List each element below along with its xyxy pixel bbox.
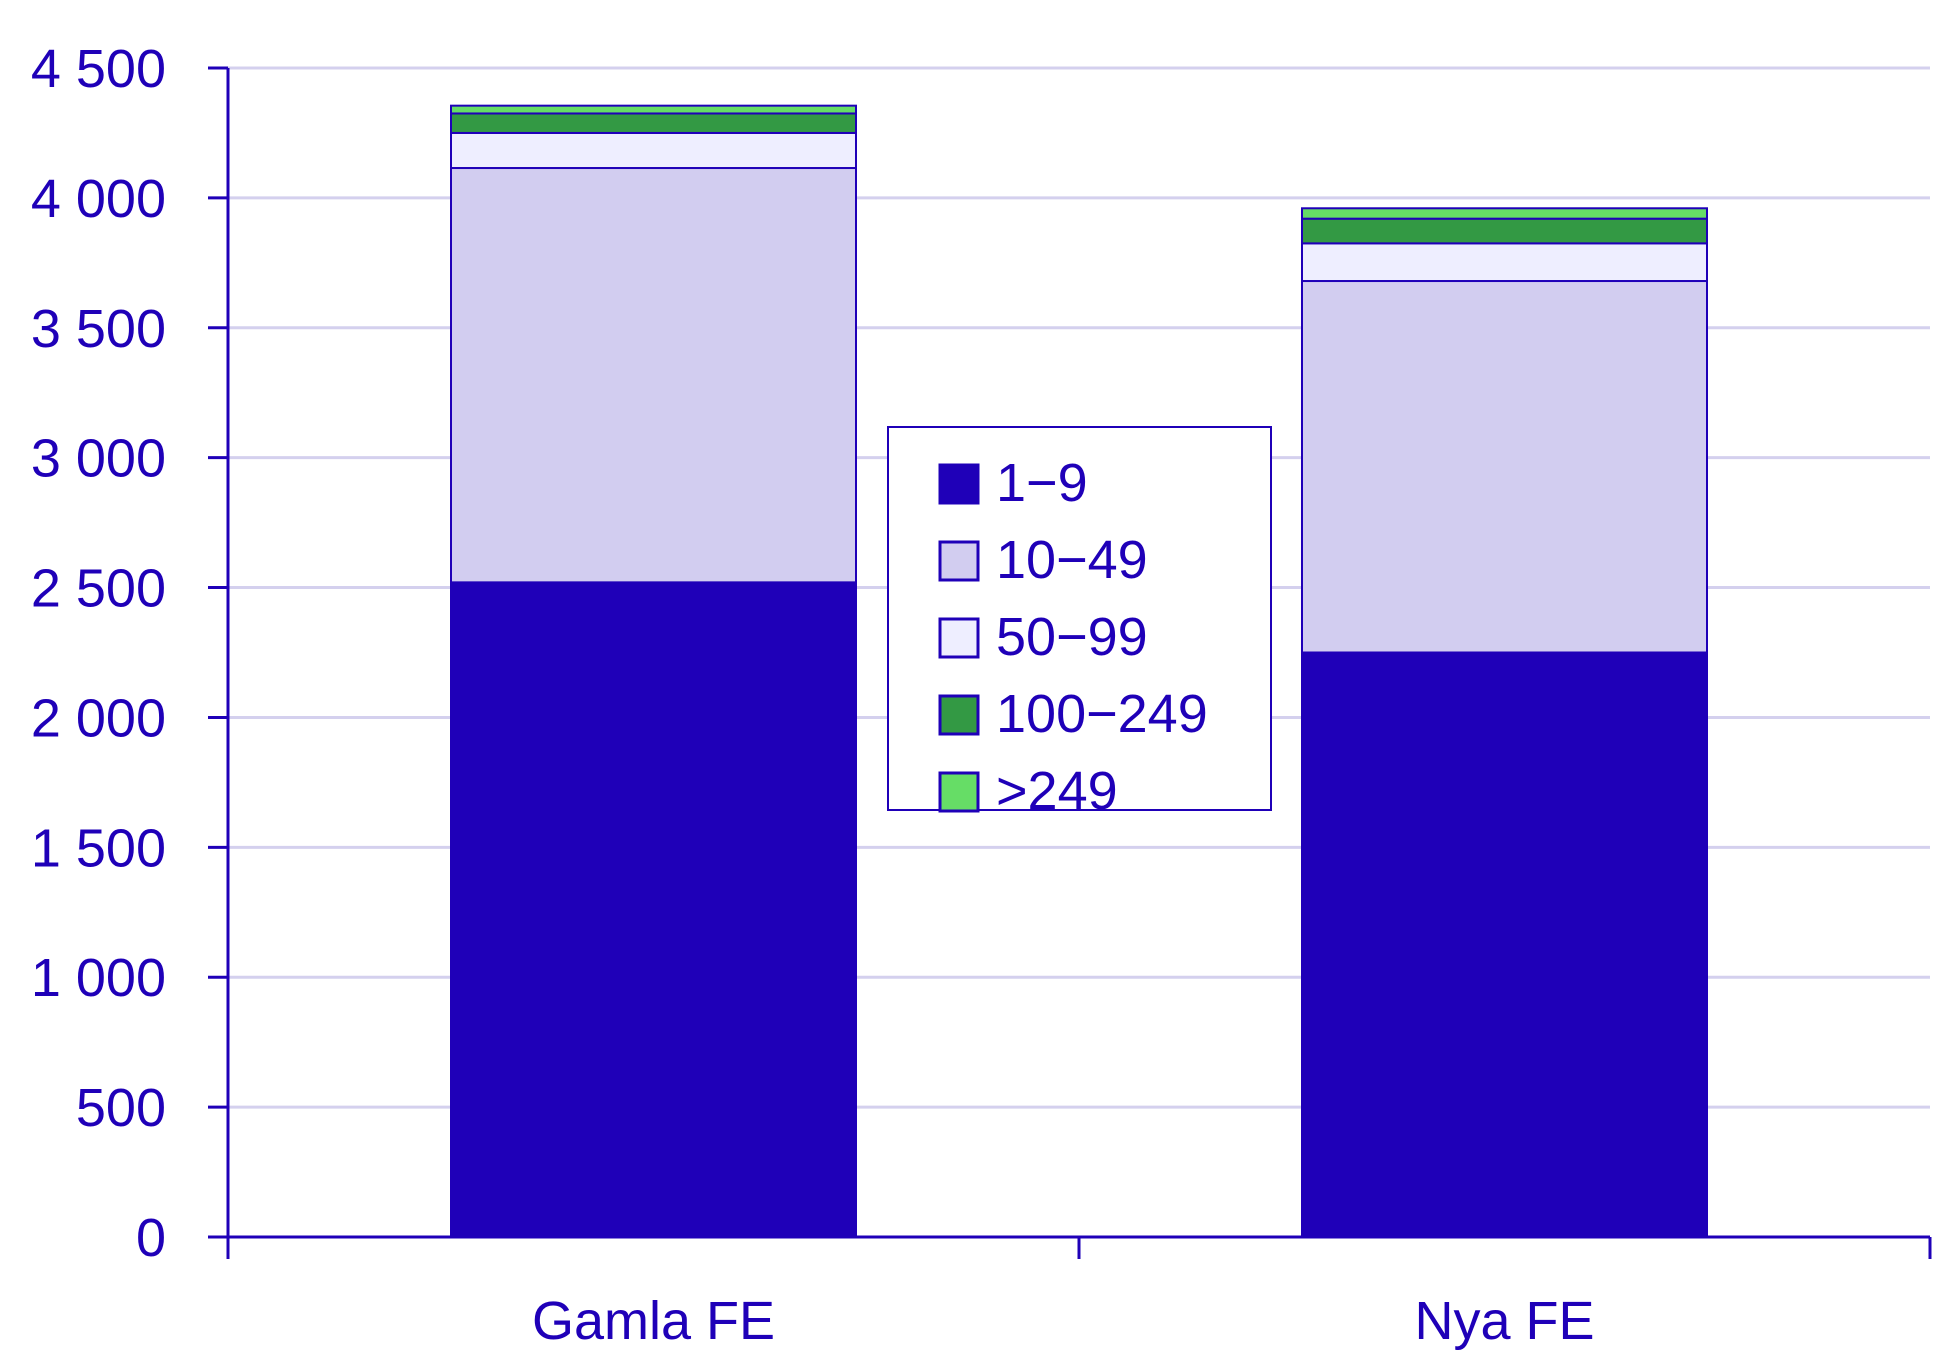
bar-segment xyxy=(1301,242,1708,283)
bar-segment xyxy=(450,112,857,134)
y-tick-label: 3 000 xyxy=(31,429,166,489)
y-tick-label: 500 xyxy=(76,1078,166,1138)
bars xyxy=(450,104,1708,1238)
legend-label: 50−99 xyxy=(996,607,1148,667)
x-tick-label: Gamla FE xyxy=(532,1291,775,1351)
y-tick-labels: 0 500 1 000 1 500 2 000 2 500 3 000 3 500 4 000 4… xyxy=(31,39,166,1268)
x-tick-labels: Gamla FE Nya FE xyxy=(532,1291,1595,1351)
y-tick-label: 2 500 xyxy=(31,559,166,619)
legend-item: 50−99 xyxy=(938,607,1148,667)
bar-stack-gamla-fe xyxy=(450,104,857,1238)
bar-segment xyxy=(450,131,857,170)
bar-segment xyxy=(1301,207,1708,220)
y-tick-label: 1 000 xyxy=(31,948,166,1008)
legend-label: 1−9 xyxy=(996,453,1088,513)
axes xyxy=(208,66,1932,1259)
legend-label: 100−249 xyxy=(996,684,1208,744)
bar-segment xyxy=(1301,651,1708,1238)
y-tick-label: 3 500 xyxy=(31,299,166,359)
legend: 1−9 10−49 50−99 100−249 >249 xyxy=(887,426,1272,821)
bar-segment xyxy=(450,581,857,1238)
legend-label: >249 xyxy=(996,761,1118,821)
legend-item: 10−49 xyxy=(938,530,1148,590)
bar-segment xyxy=(1301,217,1708,245)
y-tick-label: 4 000 xyxy=(31,169,166,229)
legend-label: 10−49 xyxy=(996,530,1148,590)
legend-swatch xyxy=(938,694,980,736)
bar-segment xyxy=(450,104,857,115)
legend-item: 1−9 xyxy=(938,453,1088,513)
legend-swatch xyxy=(938,463,980,505)
y-tick-label: 1 500 xyxy=(31,818,166,878)
legend-item: >249 xyxy=(938,761,1118,821)
bar-segment xyxy=(1301,280,1708,654)
bar-stack-nya-fe xyxy=(1301,207,1708,1238)
legend-swatch xyxy=(938,540,980,582)
legend-swatch xyxy=(938,771,980,813)
legend-item: 100−249 xyxy=(938,684,1208,744)
y-tick-label: 2 000 xyxy=(31,688,166,748)
y-tick-label: 4 500 xyxy=(31,39,166,99)
y-tick-label: 0 xyxy=(136,1208,166,1268)
x-tick-label: Nya FE xyxy=(1414,1291,1594,1351)
legend-swatch xyxy=(938,617,980,659)
bar-segment xyxy=(450,167,857,584)
